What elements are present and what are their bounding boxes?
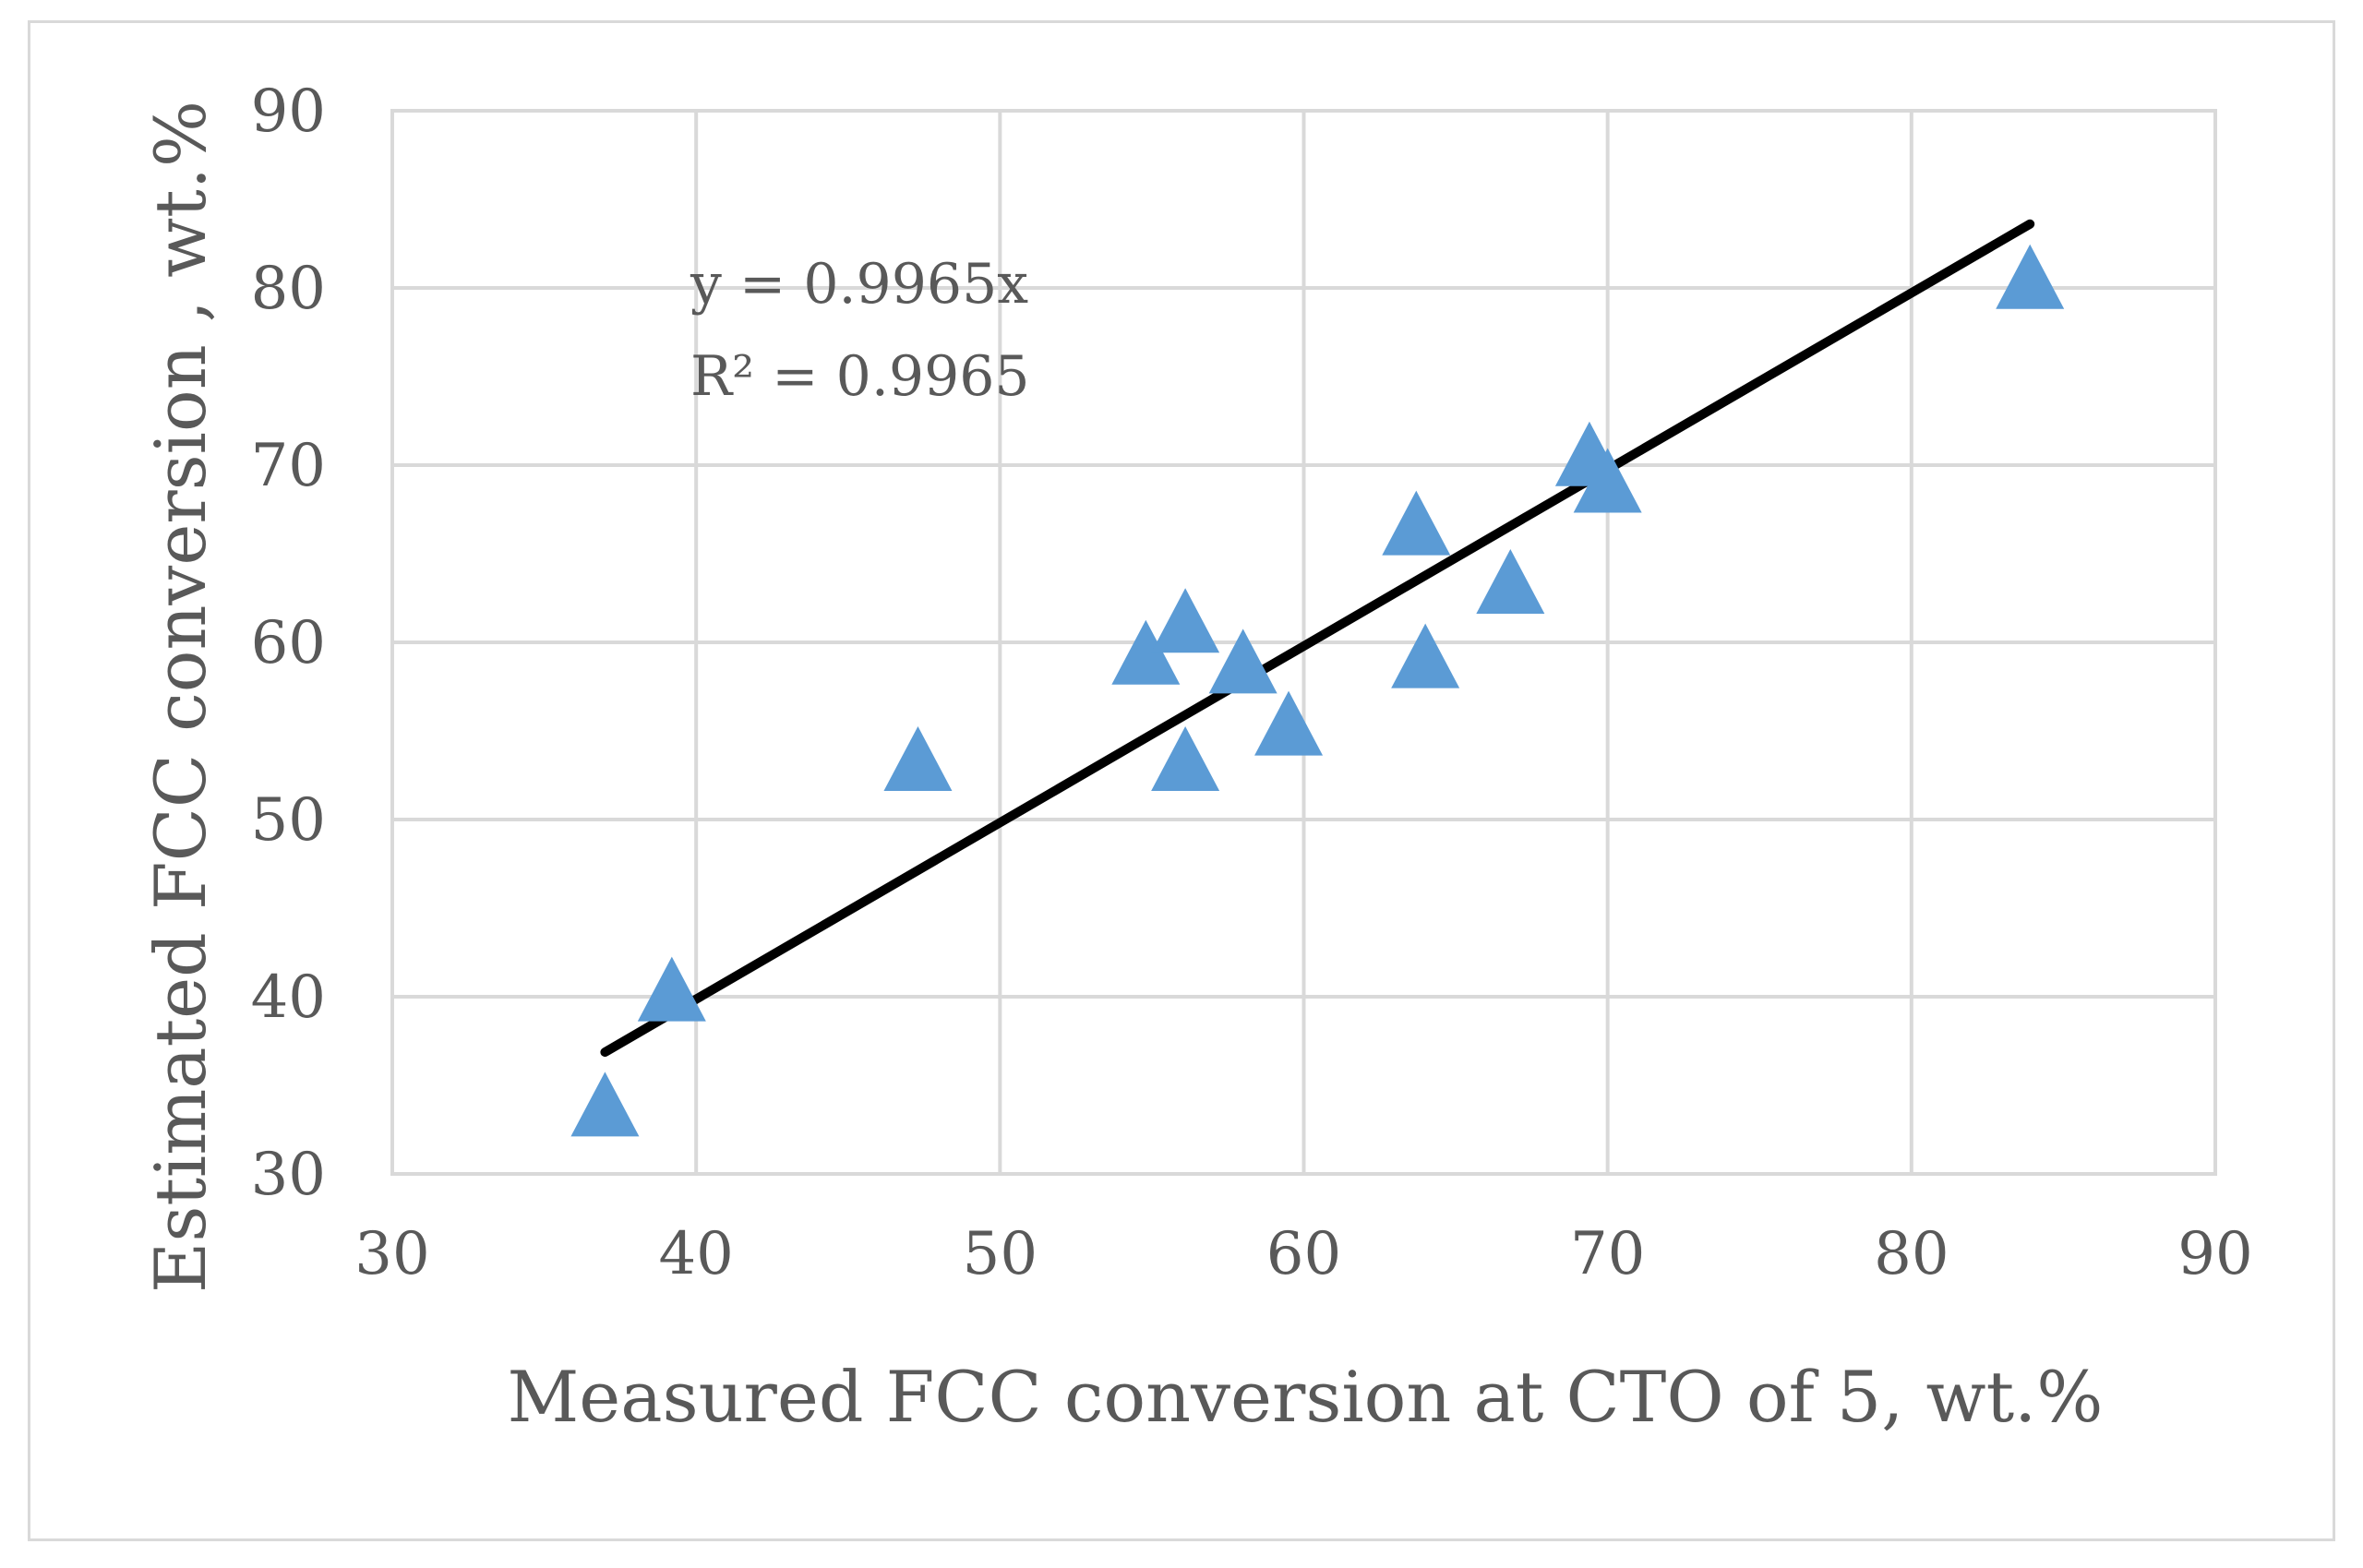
data-point-triangle (1111, 619, 1181, 685)
data-point-triangle (1151, 726, 1220, 791)
data-point-triangle (1254, 690, 1324, 756)
trendline (600, 219, 2035, 1058)
plot-border (390, 109, 2217, 1176)
x-tick-label: 90 (2177, 1220, 2252, 1288)
data-point-triangle (1382, 490, 1451, 556)
x-tick-label: 30 (354, 1220, 429, 1288)
x-axis-ticks: 30 40 50 60 70 80 90 (354, 1220, 2252, 1288)
y-axis-title: Estimated FCC conversion , wt.% (139, 101, 222, 1293)
trendline-r-squared: R² = 0.9965 (690, 344, 1030, 409)
x-tick-label: 60 (1266, 1220, 1341, 1288)
trendline-equation: y = 0.9965x (690, 252, 1028, 317)
y-tick-label: 30 (251, 1141, 326, 1209)
y-tick-label: 40 (251, 964, 326, 1032)
data-point-triangle (1208, 628, 1277, 694)
data-point-triangle (1151, 588, 1220, 653)
data-points (570, 244, 2065, 1137)
data-point-triangle (570, 1071, 640, 1137)
x-tick-label: 40 (658, 1220, 733, 1288)
data-point-triangle (1476, 549, 1545, 614)
data-point-triangle (883, 726, 953, 791)
x-tick-label: 80 (1874, 1220, 1949, 1288)
y-tick-label: 90 (251, 78, 326, 146)
x-tick-label: 70 (1570, 1220, 1645, 1288)
x-tick-label: 50 (963, 1220, 1038, 1288)
y-tick-label: 50 (251, 786, 326, 855)
plot-area (390, 109, 2217, 1176)
data-point-triangle (1996, 244, 2065, 309)
data-point-triangle (1573, 448, 1642, 513)
y-tick-label: 70 (251, 432, 326, 500)
y-axis-ticks: 30 40 50 60 70 80 90 (251, 78, 326, 1209)
x-axis-title: Measured FCC conversion at CTO of 5, wt.… (507, 1356, 2103, 1438)
y-tick-label: 60 (251, 609, 326, 677)
y-tick-label: 80 (251, 255, 326, 323)
data-point-triangle (637, 956, 706, 1022)
trendline-group (600, 219, 2035, 1058)
data-point-triangle (1391, 623, 1460, 688)
